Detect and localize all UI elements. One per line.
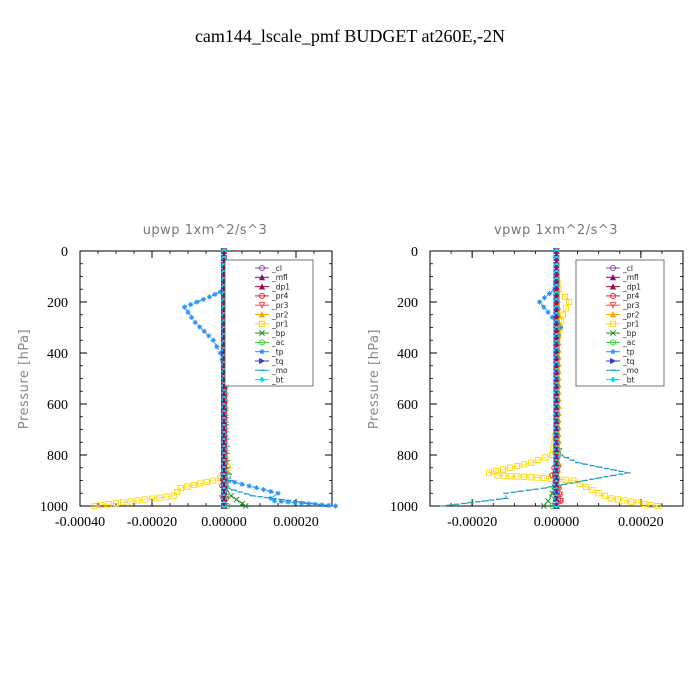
legend-label: _pr4 bbox=[622, 292, 640, 301]
x-tick-label: -0.00040 bbox=[55, 515, 105, 530]
legend-label: _tq bbox=[271, 357, 284, 366]
legend-item: _pr1 bbox=[255, 320, 289, 329]
y-tick-label: 400 bbox=[47, 347, 68, 362]
legend-item: _mfl bbox=[255, 273, 288, 282]
legend-item: _pr2 bbox=[255, 310, 289, 319]
legend-item: _ac bbox=[606, 338, 635, 347]
figure-title: cam144_lscale_pmf BUDGET at260E,-2N bbox=[195, 26, 505, 46]
x-tick-label: 0.00020 bbox=[273, 515, 319, 530]
legend-item: _tp bbox=[255, 348, 284, 357]
legend-item: _pr3 bbox=[255, 301, 289, 310]
legend-label: _mo bbox=[622, 366, 639, 375]
legend-label: _pr3 bbox=[271, 301, 289, 310]
legend-item: _dp1 bbox=[606, 282, 641, 291]
legend-label: _cl bbox=[622, 264, 633, 273]
legend-label: _bt bbox=[622, 375, 635, 384]
panel-vpwp: vpwp 1xm^2/s^3 Pressure [hPa] -0.00020 0.… bbox=[367, 223, 684, 530]
legend: _cl_mfl_dp1_pr4_pr3_pr2_pr1_bp_ac_tp_tq_… bbox=[575, 259, 665, 387]
y-tick-label: 800 bbox=[47, 449, 68, 464]
series-markers bbox=[440, 275, 631, 507]
legend-label: _bt bbox=[271, 375, 284, 384]
legend-box bbox=[224, 259, 314, 387]
legend-label: _dp1 bbox=[271, 282, 290, 291]
series-line bbox=[94, 276, 236, 507]
legend-label: _ac bbox=[271, 338, 284, 347]
legend-item: _pr4 bbox=[606, 292, 640, 301]
legend-item: _bp bbox=[255, 329, 286, 338]
x-tick-label: 0.00000 bbox=[201, 515, 247, 530]
legend-item: _bt bbox=[255, 375, 284, 384]
legend-item: _pr1 bbox=[606, 320, 640, 329]
legend-label: _mfl bbox=[622, 273, 639, 282]
y-tick-label: 200 bbox=[47, 296, 68, 311]
y-axis-label: Pressure [hPa] bbox=[17, 329, 32, 429]
legend-label: _pr1 bbox=[622, 320, 640, 329]
legend-label: _mo bbox=[271, 366, 288, 375]
legend-item: _pr4 bbox=[255, 292, 289, 301]
legend-label: _pr2 bbox=[271, 310, 289, 319]
legend-label: _dp1 bbox=[622, 282, 641, 291]
legend-item: _mo bbox=[606, 366, 639, 375]
legend-item: _mo bbox=[255, 366, 288, 375]
panel-upwp: upwp 1xm^2/s^3 Pressure [hPa] -0.00040 -0… bbox=[17, 223, 339, 530]
x-tick-label: -0.00020 bbox=[447, 515, 497, 530]
legend-item: _pr2 bbox=[606, 310, 640, 319]
series-line bbox=[487, 276, 658, 507]
legend-label: _pr3 bbox=[622, 301, 640, 310]
x-tick-label: 0.00020 bbox=[618, 515, 664, 530]
legend-item: _dp1 bbox=[255, 282, 290, 291]
legend-box bbox=[575, 259, 665, 387]
legend-label: _pr2 bbox=[622, 310, 640, 319]
legend-label: _tp bbox=[271, 348, 284, 357]
legend-item: _tq bbox=[255, 357, 284, 366]
legend-label: _ac bbox=[622, 338, 635, 347]
legend-item: _ac bbox=[255, 338, 284, 347]
y-tick-label: 0 bbox=[411, 245, 418, 260]
legend-label: _pr4 bbox=[271, 292, 289, 301]
series-pr1 bbox=[91, 273, 238, 510]
y-tick-label: 800 bbox=[397, 449, 418, 464]
legend-label: _tp bbox=[622, 348, 635, 357]
y-axis-label: Pressure [hPa] bbox=[367, 329, 382, 429]
legend-item: _tq bbox=[606, 357, 635, 366]
legend: _cl_mfl_dp1_pr4_pr3_pr2_pr1_bp_ac_tp_tq_… bbox=[224, 259, 314, 387]
y-tick-label: 600 bbox=[47, 398, 68, 413]
legend-label: _pr1 bbox=[271, 320, 289, 329]
series-markers bbox=[91, 273, 238, 510]
legend-item: _bt bbox=[606, 375, 635, 384]
y-tick-label: 0 bbox=[61, 245, 68, 260]
x-tick-label: -0.00020 bbox=[127, 515, 177, 530]
legend-item: _cl bbox=[255, 264, 282, 273]
y-tick-label: 1000 bbox=[390, 500, 418, 515]
y-tick-label: 400 bbox=[397, 347, 418, 362]
legend-item: _pr3 bbox=[606, 301, 640, 310]
legend-label: _bp bbox=[271, 329, 286, 338]
legend-item: _mfl bbox=[606, 273, 639, 282]
panel-title: upwp 1xm^2/s^3 bbox=[143, 223, 268, 238]
legend-label: _tq bbox=[622, 357, 635, 366]
x-tick-label: 0.00000 bbox=[534, 515, 580, 530]
panel-title: vpwp 1xm^2/s^3 bbox=[494, 223, 618, 238]
y-tick-label: 600 bbox=[397, 398, 418, 413]
legend-label: _mfl bbox=[271, 273, 288, 282]
legend-label: _bp bbox=[622, 329, 637, 338]
legend-item: _cl bbox=[606, 264, 633, 273]
y-tick-label: 1000 bbox=[40, 500, 68, 515]
legend-label: _cl bbox=[271, 264, 282, 273]
legend-item: _bp bbox=[606, 329, 637, 338]
legend-item: _tp bbox=[606, 348, 635, 357]
y-tick-label: 200 bbox=[397, 296, 418, 311]
